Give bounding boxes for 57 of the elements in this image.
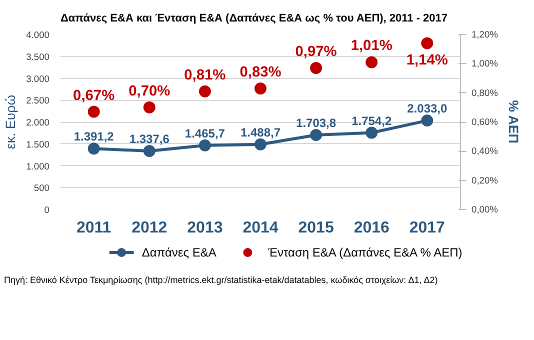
data-label: 0,67% bbox=[73, 88, 115, 104]
point bbox=[310, 128, 322, 141]
y2-tick-label: 1,20% bbox=[472, 30, 498, 40]
x-tick-label: 2011 bbox=[76, 220, 112, 236]
chart-title: Δαπάνες Ε&Α και Ένταση Ε&Α (Δαπάνες Ε&Α ως % του ΑΕΠ), 2011 - 2017 bbox=[60, 12, 448, 24]
y-tick-label: 3.000 bbox=[26, 74, 50, 84]
data-label: 1.703,8 bbox=[296, 116, 336, 130]
y-tick-label: 2.000 bbox=[26, 118, 50, 128]
data-label: 0,81% bbox=[184, 67, 226, 84]
y-axis-title: εκ. Ευρώ bbox=[3, 94, 18, 150]
x-tick-label: 2017 bbox=[409, 220, 446, 236]
point bbox=[198, 139, 211, 152]
x-tick-label: 2012 bbox=[132, 220, 168, 236]
data-label: 0,97% bbox=[295, 44, 337, 60]
point bbox=[254, 82, 266, 94]
point bbox=[88, 106, 100, 118]
y2-tick-label: 0,60% bbox=[472, 117, 498, 127]
point bbox=[310, 62, 322, 74]
point bbox=[421, 37, 434, 50]
y2-tick-label: 0,80% bbox=[472, 88, 498, 98]
point bbox=[366, 56, 378, 68]
y2-tick-label: 1,00% bbox=[472, 58, 498, 69]
legend-label: Ένταση Ε&Α (Δαπάνες Ε&Α % ΑΕΠ) bbox=[267, 246, 462, 260]
text: Πηγή: Εθνικό Κέντρο Τεκμηρίωσης (http://metrics.ekt.gr/statistika-etak/datatables, κωδικός στοιχείων: Δ1, Δ2) bbox=[4, 274, 438, 287]
data-label: 1.391,2 bbox=[74, 130, 114, 144]
x-tick-label: 2013 bbox=[187, 220, 223, 236]
y-tick-label: 3.500 bbox=[26, 52, 50, 62]
data-label: 1.754,2 bbox=[352, 114, 392, 128]
y2-tick-label: 0,40% bbox=[472, 146, 498, 156]
y-tick-label: 0 bbox=[44, 205, 50, 215]
y-tick-label: 500 bbox=[34, 183, 50, 194]
point bbox=[143, 101, 156, 114]
x-tick-label: 2015 bbox=[298, 220, 334, 236]
point bbox=[143, 144, 156, 157]
y-tick-label: 4.000 bbox=[26, 30, 50, 40]
y2-tick-label: 0,20% bbox=[472, 175, 498, 186]
y-tick-label: 1.000 bbox=[26, 161, 50, 172]
data-label: 1,01% bbox=[350, 38, 392, 54]
data-label: 2.033,0 bbox=[407, 102, 448, 116]
point bbox=[366, 126, 378, 139]
point bbox=[198, 85, 211, 98]
data-label: 1.488,7 bbox=[240, 125, 281, 140]
y2-axis-title: % ΑΕΠ bbox=[506, 100, 521, 144]
data-label: 1.337,6 bbox=[129, 132, 170, 146]
data-label: 0,83% bbox=[240, 64, 282, 80]
y2-tick-label: 0,00% bbox=[472, 204, 498, 214]
y-tick-label: 2.500 bbox=[26, 96, 50, 106]
data-label: 0,70% bbox=[128, 83, 170, 100]
data-label: 1.465,7 bbox=[184, 126, 226, 140]
x-tick-label: 2014 bbox=[242, 220, 278, 236]
data-label: 1,14% bbox=[406, 52, 448, 68]
point bbox=[254, 138, 266, 150]
point bbox=[88, 142, 100, 155]
y-tick-label: 1.500 bbox=[26, 139, 50, 150]
point bbox=[421, 114, 434, 127]
x-tick-label: 2016 bbox=[354, 220, 390, 236]
legend-label: Δαπάνες Ε&Α bbox=[142, 246, 216, 260]
